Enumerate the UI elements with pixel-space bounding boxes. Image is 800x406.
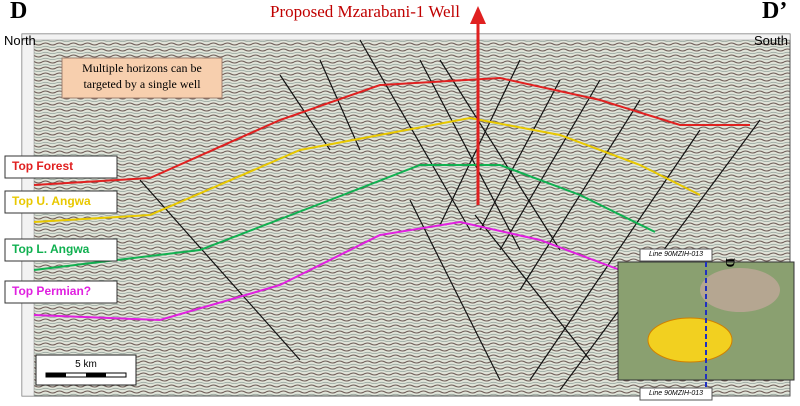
- horizon-label-box: [4, 280, 118, 304]
- inset-label: Line 90MZIH-013: [649, 251, 703, 258]
- time-axis: [21, 39, 35, 397]
- callout-box: [61, 57, 223, 99]
- callout-text: Multiple horizons can be: [82, 61, 202, 75]
- scale-bar: [46, 373, 66, 377]
- arrow-head: [470, 6, 486, 24]
- inset-label-box: [639, 248, 713, 262]
- horizon-label: Top L. Angwa: [12, 242, 90, 256]
- horizon-label: Top Forest: [12, 159, 73, 173]
- scale-label: 5 km: [75, 359, 97, 370]
- inset-label-box: [639, 387, 713, 401]
- horizon-lines: [33, 76, 750, 322]
- inset-prospect: [647, 317, 733, 363]
- direction: South: [754, 33, 788, 48]
- horizon-label-box: [4, 190, 118, 214]
- inset-marker: D: [723, 258, 738, 267]
- horizon-label: Top U. Angwa: [12, 194, 91, 208]
- title: Proposed Mzarabani-1 Well: [270, 2, 460, 21]
- section-marker: D: [10, 0, 27, 24]
- horizon-label-box: [4, 238, 118, 262]
- trace-axis: [21, 33, 791, 41]
- section-marker: D’: [762, 0, 787, 24]
- horizon-label: Top Permian?: [12, 284, 91, 298]
- horizon-label-box: [4, 155, 118, 179]
- scale-bar: [86, 373, 106, 377]
- inset-terrain: [700, 268, 780, 312]
- direction: North: [4, 33, 36, 48]
- scale-box: [35, 354, 137, 386]
- inset-label: Line 90MZIH-013: [649, 390, 703, 397]
- callout-text: targeted by a single well: [83, 77, 201, 91]
